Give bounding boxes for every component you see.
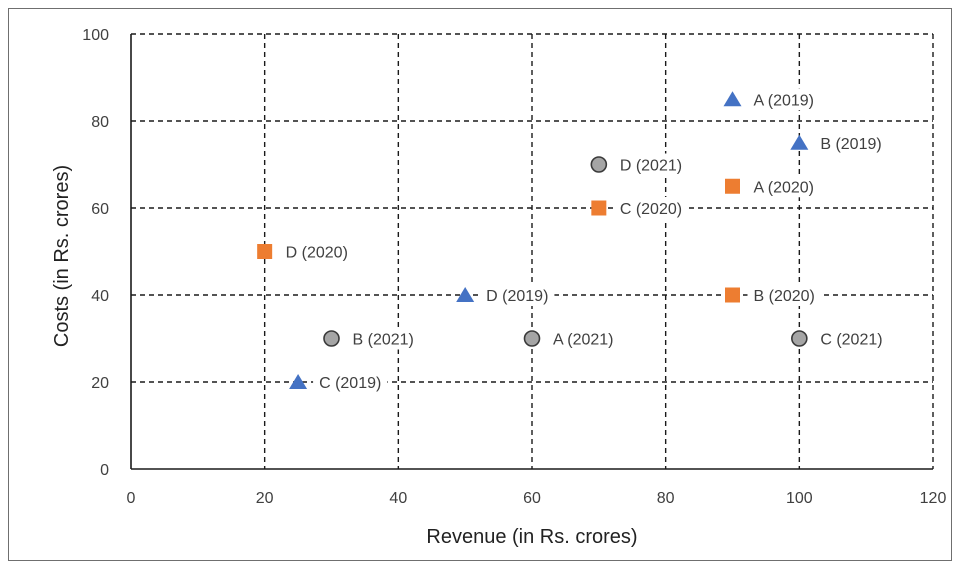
- point-label-background: [613, 153, 689, 176]
- y-tick-label: 80: [91, 114, 109, 131]
- y-tick-label: 100: [82, 27, 109, 44]
- data-point: C (2020): [591, 197, 689, 219]
- point-label: B (2021): [353, 332, 414, 349]
- data-point: A (2021): [523, 327, 620, 350]
- point-label: B (2019): [820, 136, 881, 153]
- triangle-marker: [723, 91, 742, 107]
- point-label: C (2021): [820, 332, 882, 349]
- point-label-background: [814, 131, 888, 154]
- point-label: D (2020): [286, 245, 348, 262]
- triangle-marker: [790, 134, 809, 150]
- circle-marker: [590, 156, 608, 173]
- x-tick-label: 40: [389, 490, 407, 507]
- point-label-background: [814, 327, 889, 350]
- y-tick-label: 60: [91, 201, 109, 218]
- x-axis-title: Revenue (in Rs. crores): [426, 526, 637, 548]
- data-point: D (2020): [257, 240, 354, 263]
- circle-marker: [523, 330, 541, 347]
- data-point: D (2019): [456, 284, 555, 306]
- x-tick-label: 80: [657, 490, 675, 507]
- x-tick-label: 100: [786, 490, 813, 507]
- point-label-background: [547, 327, 620, 350]
- data-points: A (2019) B (2019) C (2019) D (2019) A (2020)…: [257, 88, 889, 393]
- point-label-background: [613, 197, 689, 219]
- point-label-background: [747, 175, 820, 198]
- y-tick-label: 40: [91, 288, 109, 305]
- square-marker: [591, 200, 607, 216]
- y-axis-title: Costs (in Rs. crores): [51, 165, 73, 347]
- point-label: A (2021): [553, 332, 613, 349]
- y-tick-label: 20: [91, 375, 109, 392]
- x-tick-label: 60: [523, 490, 541, 507]
- point-label: C (2020): [620, 201, 682, 218]
- x-tick-label: 20: [256, 490, 274, 507]
- point-label-background: [747, 284, 821, 306]
- data-point: A (2019): [723, 88, 820, 111]
- data-point: B (2021): [323, 327, 420, 350]
- point-label-background: [346, 327, 420, 350]
- tick-labels: 0 20 40 60 80 100 120 0 20 40 60 80 100: [82, 27, 946, 507]
- data-point: A (2020): [725, 175, 820, 198]
- point-label: D (2019): [486, 288, 548, 305]
- point-label: C (2019): [319, 375, 381, 392]
- circle-marker: [791, 330, 808, 347]
- axes: [130, 34, 933, 470]
- triangle-marker: [289, 374, 308, 389]
- data-point: D (2021): [590, 153, 689, 176]
- point-label-background: [747, 88, 820, 111]
- point-label-background: [480, 284, 555, 306]
- x-tick-label: 120: [920, 490, 947, 507]
- point-label: B (2020): [754, 288, 815, 305]
- point-label: A (2019): [754, 92, 814, 109]
- point-label-background: [279, 240, 354, 263]
- y-tick-label: 0: [100, 462, 109, 479]
- square-marker: [725, 287, 740, 303]
- data-point: C (2019): [289, 371, 388, 393]
- data-point: B (2020): [725, 284, 821, 306]
- data-point: C (2021): [791, 327, 889, 350]
- square-marker: [725, 178, 740, 194]
- square-marker: [257, 244, 273, 259]
- circle-marker: [323, 330, 340, 347]
- data-point: B (2019): [790, 131, 888, 154]
- x-tick-label: 0: [127, 490, 136, 507]
- point-label: D (2021): [620, 158, 682, 175]
- point-label: A (2020): [754, 179, 814, 196]
- triangle-marker: [456, 287, 475, 302]
- point-label-background: [313, 371, 388, 393]
